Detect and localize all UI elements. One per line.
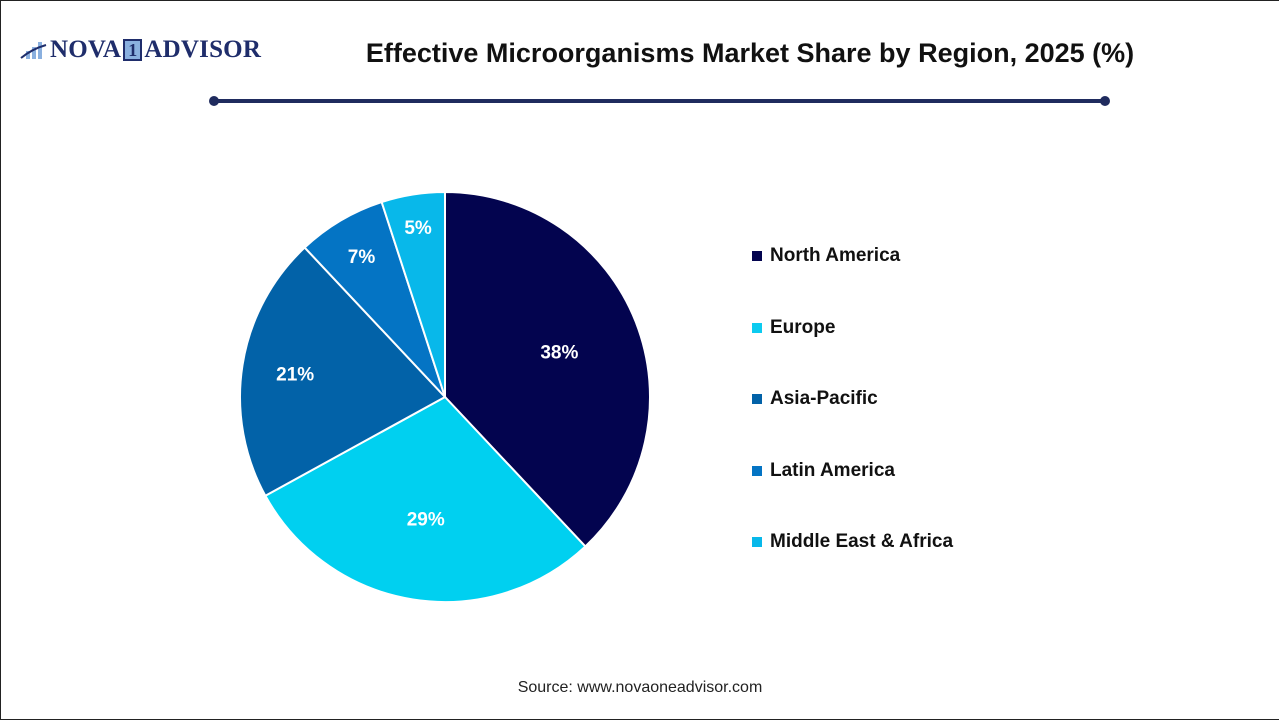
title-divider <box>209 96 1110 106</box>
divider-right-dot <box>1100 96 1110 106</box>
logo-text-nova: NOVA <box>50 36 122 63</box>
legend-label: North America <box>770 245 901 266</box>
pie-data-label: 21% <box>276 364 314 385</box>
logo: NOVA 1 ADVISOR <box>20 36 261 64</box>
legend-item-middle-east-africa: Middle East & Africa <box>752 530 953 554</box>
legend-label: Latin America <box>770 459 895 481</box>
pie-slice-europe <box>263 395 587 603</box>
divider-left-dot <box>209 96 219 106</box>
legend-item-north-america: North America <box>752 244 953 268</box>
legend-swatch <box>752 537 762 547</box>
pie-slice-asia-pacific <box>239 246 447 498</box>
pie-slice-north-america <box>444 190 651 548</box>
legend: North America Europe Asia-Pacific Latin … <box>752 244 953 602</box>
legend-swatch <box>752 251 762 261</box>
legend-item-asia-pacific: Asia-Pacific <box>752 387 953 411</box>
source-note: Source: www.novaoneadvisor.com <box>517 679 763 696</box>
pie-data-label: 29% <box>407 509 445 530</box>
legend-swatch <box>752 394 762 404</box>
legend-swatch <box>752 322 762 333</box>
legend-swatch <box>752 465 762 476</box>
logo-bars-icon <box>20 42 47 59</box>
pie-data-label: 38% <box>540 343 578 364</box>
legend-label: Asia-Pacific <box>770 388 878 409</box>
legend-label: Europe <box>770 316 836 338</box>
legend-item-europe: Europe <box>752 316 953 340</box>
legend-label: Middle East & Africa <box>770 531 954 552</box>
legend-item-latin-america: Latin America <box>752 459 953 483</box>
pie-data-label: 5% <box>404 218 432 239</box>
chart-title: Effective Microorganisms Market Share by… <box>365 38 1135 68</box>
logo-one-box: 1 <box>123 39 143 61</box>
logo-text-advisor: ADVISOR <box>144 36 262 63</box>
pie-slice-middle-east-africa <box>380 190 446 398</box>
pie-data-label: 7% <box>348 247 376 268</box>
